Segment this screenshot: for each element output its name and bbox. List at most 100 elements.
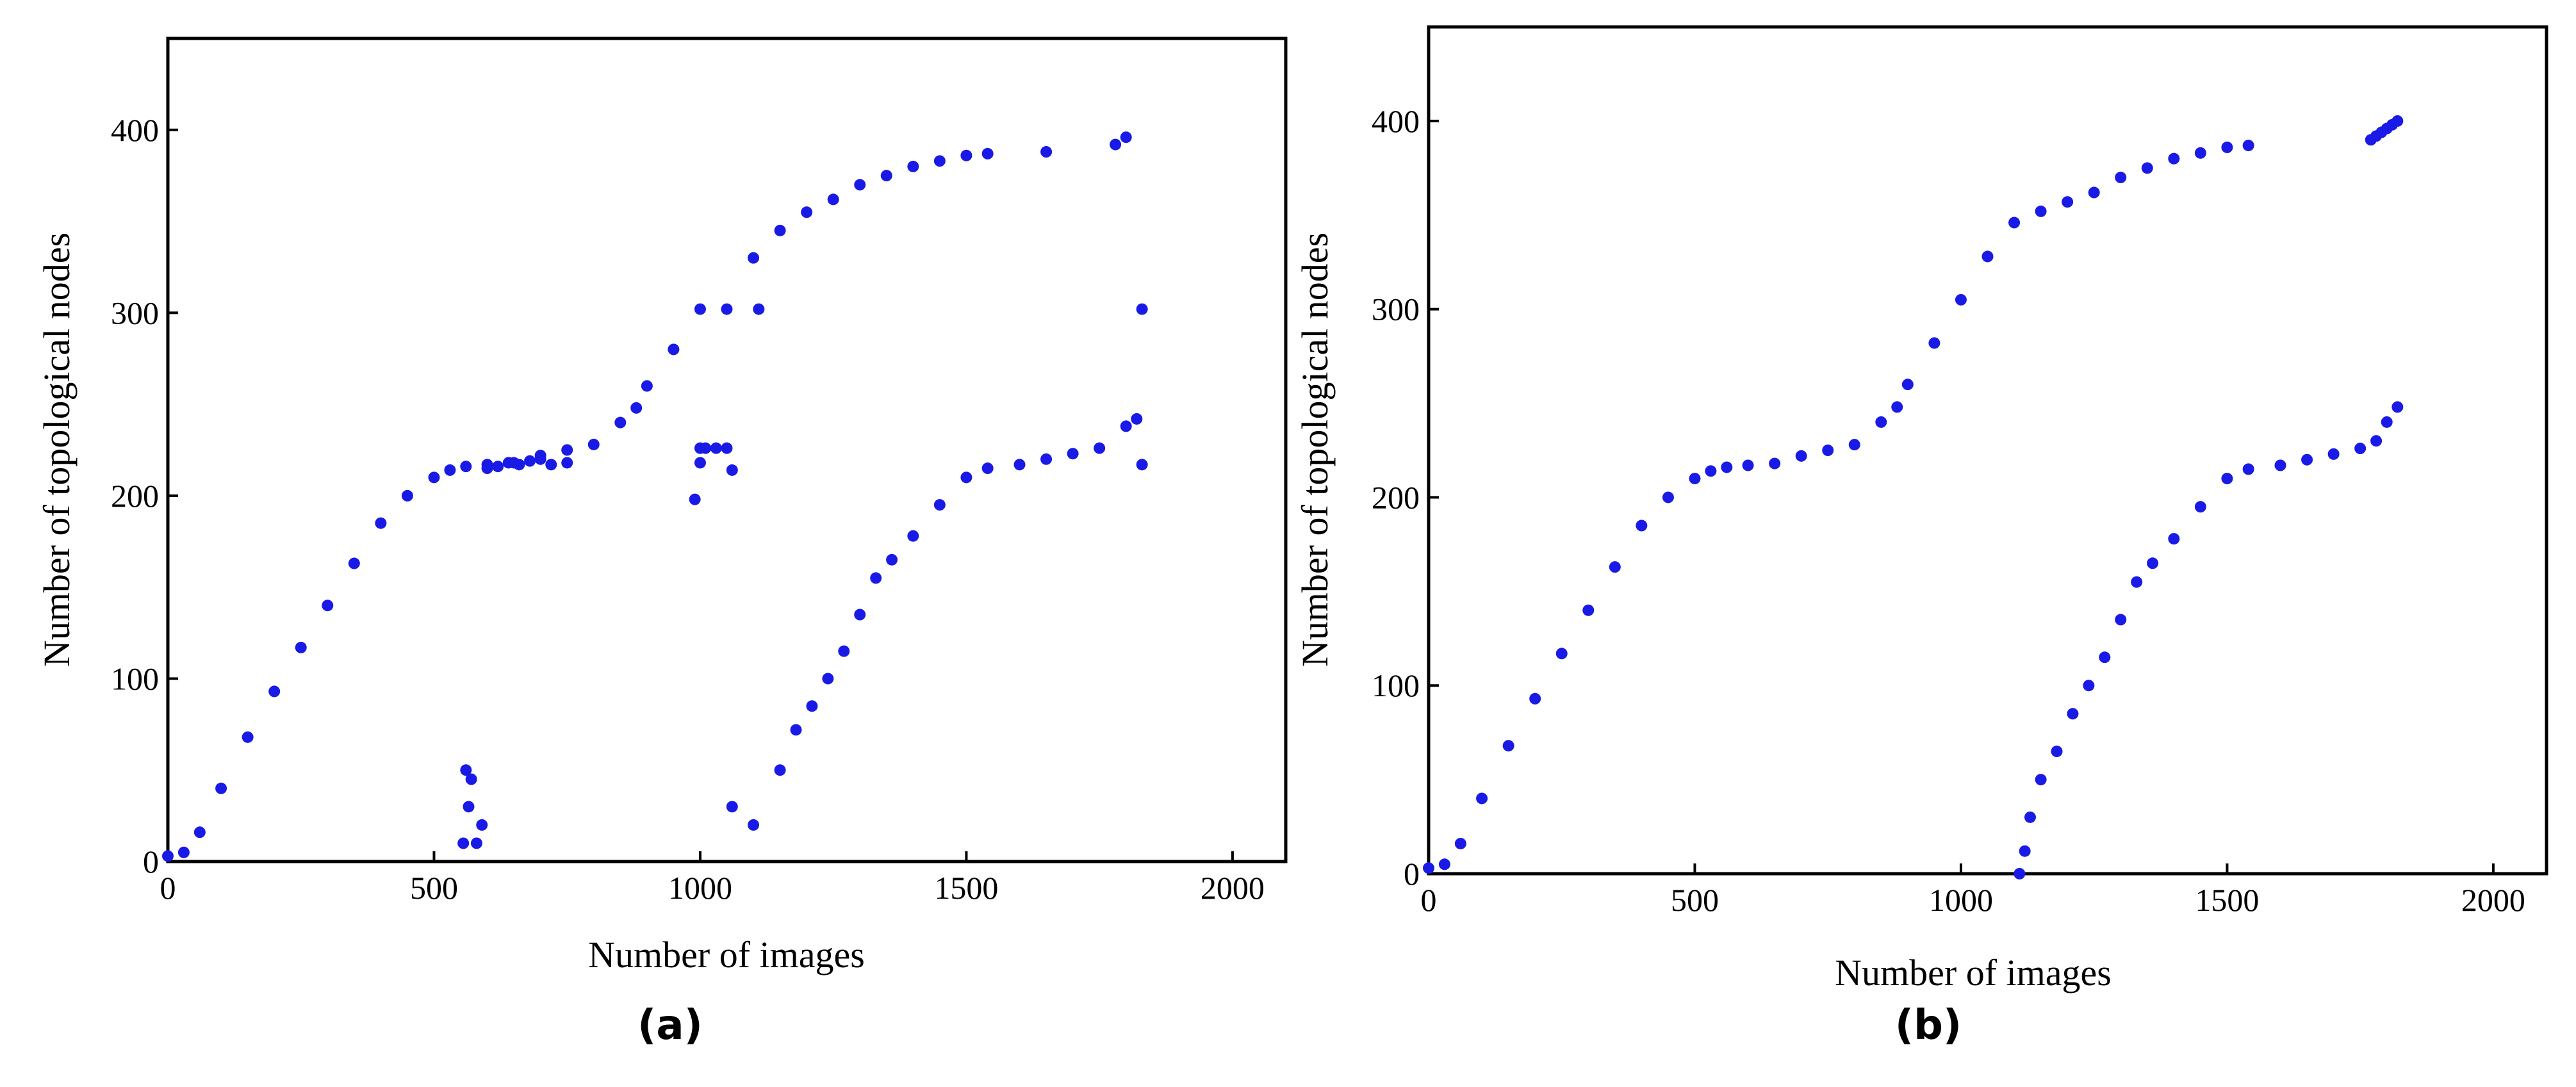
panel-b-data-point: [2391, 115, 2404, 127]
panel-b-data-point: [2088, 186, 2100, 199]
panel-a-data-point: [177, 846, 190, 858]
panel-a-x-tick-label: 0: [160, 870, 176, 906]
panel-b-data-point: [1582, 604, 1595, 616]
panel-a-data-point: [1110, 138, 1122, 151]
panel-a-data-point: [806, 700, 818, 712]
panel-b-data-point: [1438, 858, 1450, 870]
panel-a-data-point: [215, 782, 227, 794]
panel-a-data-point: [1013, 459, 1026, 471]
panel-a-y-tick-label: 400: [111, 112, 159, 148]
panel-b-data-point: [2194, 501, 2206, 513]
panel-a-data-point: [1094, 442, 1106, 454]
panel-b-data-point: [2141, 162, 2153, 174]
panel-b-y-tick-label: 0: [1404, 856, 1420, 892]
panel-b-label: (b): [1895, 1002, 1962, 1049]
panel-b-data-point: [1848, 439, 1860, 451]
panel-a-y-tick-label: 300: [111, 295, 159, 331]
panel-a-data-point: [401, 489, 413, 502]
panel-a-data-points: [162, 131, 1148, 862]
panel-b-data-point: [2035, 774, 2047, 786]
panel-a-x-axis-title: Number of images: [588, 934, 865, 976]
panel-b-data-point: [2194, 147, 2206, 159]
panel-b-data-point: [2024, 811, 2036, 823]
panel-b-data-point: [2147, 557, 2159, 569]
panel-b-data-point: [1705, 465, 1717, 477]
panel-a-data-point: [1120, 420, 1132, 432]
panel-a-data-point: [1131, 413, 1143, 425]
panel-b-data-point: [1901, 379, 1914, 391]
panel-b-data-point: [1454, 837, 1466, 849]
panel-a-data-point: [545, 459, 557, 471]
panel-b-data-point: [1742, 459, 1754, 471]
panel-b-x-tick-label: 500: [1671, 882, 1719, 918]
panel-b-data-point: [2221, 473, 2233, 485]
panel-a-data-point: [614, 416, 627, 429]
panel-a-data-point: [854, 179, 866, 191]
panel-a-data-point: [193, 826, 206, 838]
panel-a-data-point: [774, 764, 786, 776]
panel-b-data-point: [2131, 576, 2143, 588]
panel-b-data-point: [2115, 172, 2127, 184]
panel-b-data-point: [1609, 561, 1621, 573]
panel-b-data-point: [2051, 746, 2063, 758]
panel-a-data-point: [907, 160, 919, 172]
panel-a-data-point: [428, 471, 440, 484]
panel-a-data-point: [1136, 459, 1148, 471]
panel-a-y-axis-title: Number of topological nodes: [36, 233, 78, 667]
panel-a-data-point: [668, 343, 680, 356]
panel-a-data-point: [1136, 303, 1148, 315]
panel-a-data-point: [470, 837, 482, 849]
panel-a-data-point: [476, 819, 488, 831]
panel-b-data-point: [1981, 250, 1994, 263]
panel-b-data-point: [2168, 533, 2180, 545]
panel-b-data-point: [1795, 450, 1807, 462]
panel-a-x-tick-label: 1000: [668, 870, 732, 906]
panel-a-data-point: [774, 224, 786, 236]
panel-a-data-point: [524, 455, 536, 467]
panel-b-y-tick-label: 300: [1372, 291, 1420, 327]
panel-a-data-point: [694, 303, 706, 315]
panel-a-data-point: [854, 609, 866, 621]
panel-a-data-point: [933, 499, 946, 511]
panel-b-data-point: [2354, 443, 2367, 455]
panel-b-data-point: [1891, 401, 1903, 413]
panel-a-data-point: [587, 438, 600, 450]
panel-a-data-point: [907, 530, 919, 542]
panel-a-y-tick-label: 100: [111, 660, 159, 696]
panel-b-y-axis-title: Number of topological nodes: [1294, 233, 1336, 667]
panel-b-x-tick-label: 2000: [2461, 882, 2525, 918]
panel-a-data-point: [348, 557, 360, 569]
panel-a-data-point: [748, 252, 760, 264]
panel-b-data-point: [1955, 293, 1967, 306]
panel-b-y-tick-label: 400: [1372, 103, 1420, 139]
panel-b: 0 500 1000 1500 2000 0 100 200 300 400 Number of …: [1294, 25, 2548, 1049]
panel-b-data-point: [2035, 205, 2047, 217]
panel-a-data-point: [790, 724, 802, 736]
panel-a-data-point: [710, 442, 722, 454]
panel-a-plot-frame: [166, 37, 1288, 863]
panel-b-data-point: [1476, 792, 1488, 805]
panel-a-x-tick-label: 1500: [934, 870, 998, 906]
panel-b-data-point: [2370, 435, 2383, 447]
panel-a-data-point: [463, 801, 475, 813]
panel-b-data-point: [1875, 416, 1887, 428]
panel-a-data-point: [801, 206, 813, 218]
panel-a-data-point: [726, 464, 738, 476]
panel-a-data-point: [1067, 448, 1079, 460]
panel-b-data-point: [1529, 692, 1541, 705]
panel-a-data-point: [960, 149, 972, 161]
panel-a-axis-ticks: 0 500 1000 1500 2000 0 100 200 300 400: [111, 112, 1265, 906]
panel-b-data-point: [1928, 337, 1940, 349]
panel-b-y-tick-label: 100: [1372, 667, 1420, 703]
panel-a-data-point: [242, 731, 254, 743]
panel-b-data-point: [2221, 142, 2233, 154]
panel-a-data-point: [513, 459, 525, 471]
panel-a-data-point: [322, 600, 334, 612]
panel-a-label: (a): [637, 1002, 703, 1049]
panel-a-x-tick-label: 500: [410, 870, 458, 906]
panel-a-y-tick-label: 200: [111, 478, 159, 514]
panel-b-data-point: [2014, 868, 2026, 879]
panel-a-data-point: [457, 837, 470, 849]
panel-b-data-point: [1555, 648, 1568, 660]
